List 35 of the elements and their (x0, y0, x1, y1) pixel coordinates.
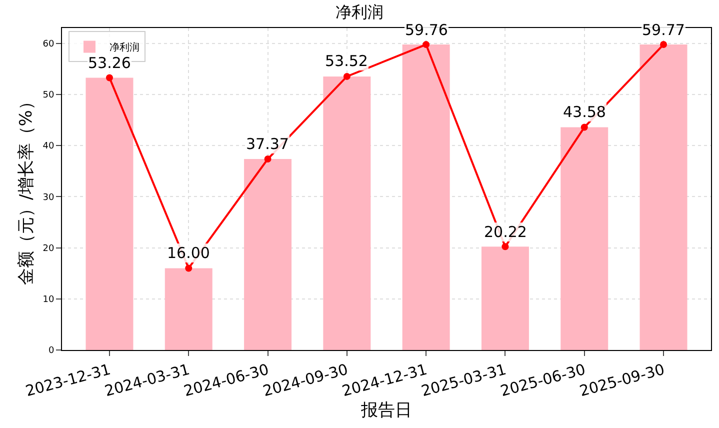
bar (402, 44, 450, 350)
bar (244, 159, 292, 350)
y-tick-label: 30 (42, 192, 54, 203)
data-label: 43.58 (563, 103, 606, 121)
point (185, 264, 192, 272)
point (106, 74, 113, 82)
legend-label: 净利润 (109, 42, 140, 54)
bar (86, 78, 134, 350)
y-tick-label: 10 (42, 295, 54, 306)
data-label: 59.77 (642, 21, 685, 39)
y-tick-label: 0 (48, 346, 54, 356)
bar (481, 246, 529, 350)
data-label: 16.00 (167, 244, 210, 262)
y-tick-label: 50 (42, 90, 54, 101)
data-label: 53.26 (88, 54, 131, 72)
x-axis-title: 报告日 (360, 400, 412, 421)
y-tick-label: 40 (42, 142, 54, 152)
y-axis-title: 金额（元）/增长率（%） (16, 93, 36, 285)
data-label: 37.37 (246, 135, 289, 153)
point (580, 124, 588, 131)
data-label: 59.76 (405, 21, 448, 39)
data-label: 20.22 (484, 223, 527, 241)
point (422, 41, 430, 48)
point (343, 72, 350, 80)
y-tick-label: 60 (42, 39, 54, 50)
point (660, 41, 668, 48)
bar (323, 76, 371, 350)
y-tick-label: 20 (42, 244, 54, 254)
bar (640, 44, 688, 350)
point (502, 243, 509, 250)
bar (560, 127, 608, 350)
point (264, 156, 272, 162)
bar (164, 268, 212, 350)
chart-title: 净利润 (336, 2, 384, 22)
data-label: 53.52 (325, 52, 368, 70)
